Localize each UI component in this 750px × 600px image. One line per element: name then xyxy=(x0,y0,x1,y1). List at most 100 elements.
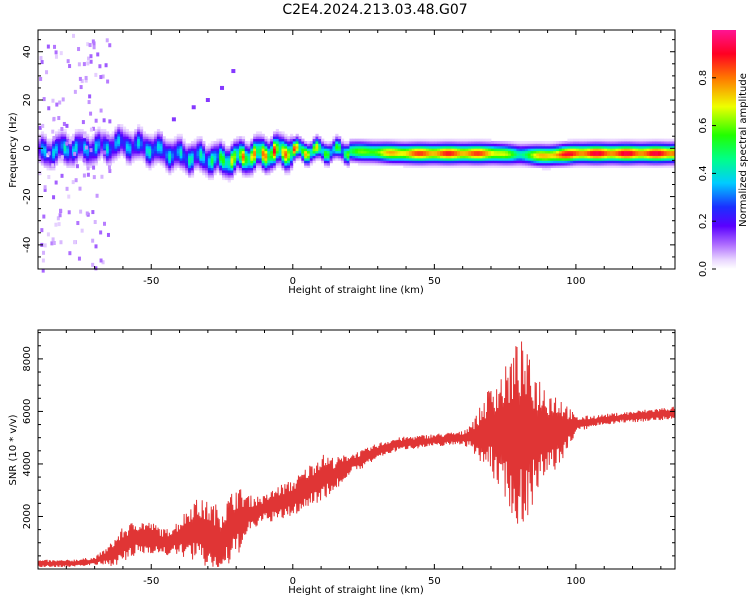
heatmap-cell xyxy=(663,162,667,166)
heatmap-cell xyxy=(253,165,257,168)
heatmap-cell xyxy=(425,155,430,159)
heatmap-cell xyxy=(284,143,288,147)
heatmap-cell xyxy=(380,150,384,154)
heatmap-cell xyxy=(148,155,152,159)
heatmap-cell xyxy=(646,141,650,144)
heatmap-cell xyxy=(536,141,540,144)
heatmap-cell xyxy=(457,145,461,149)
heatmap-cell xyxy=(233,165,237,168)
heatmap-cell xyxy=(190,165,195,168)
heatmap-cell xyxy=(207,170,212,173)
heatmap-cell xyxy=(414,138,418,142)
heatmap-cell xyxy=(496,160,500,164)
heatmap-cell xyxy=(247,174,251,178)
heatmap-cell xyxy=(465,160,469,164)
heatmap-cell xyxy=(612,153,616,156)
heatmap-cell xyxy=(168,165,172,168)
heatmap-cell xyxy=(298,143,302,147)
heatmap-cell xyxy=(417,138,421,142)
heatmap-cell xyxy=(236,148,240,152)
heatmap-cell xyxy=(261,136,265,140)
heatmap-cell xyxy=(128,155,132,159)
heatmap-cell xyxy=(89,111,93,116)
heatmap-cell xyxy=(652,141,656,144)
heatmap-cell xyxy=(193,141,197,144)
heatmap-cell xyxy=(54,150,59,154)
heatmap-cell xyxy=(80,138,84,142)
heatmap-cell xyxy=(493,165,498,168)
heatmap-cell xyxy=(253,141,257,144)
heatmap-cell xyxy=(590,162,594,166)
heatmap-cell xyxy=(457,160,461,164)
heatmap-cell xyxy=(420,162,424,166)
heatmap-cell xyxy=(587,143,591,147)
heatmap-cell xyxy=(40,160,45,164)
heatmap-cell xyxy=(646,138,650,142)
heatmap-cell xyxy=(558,141,563,144)
heatmap-cell xyxy=(43,157,47,161)
heatmap-cell xyxy=(397,138,401,142)
heatmap-cell xyxy=(406,153,410,156)
heatmap-cell xyxy=(190,174,195,178)
heatmap-cell xyxy=(575,143,580,147)
heatmap-cell xyxy=(103,150,107,155)
heatmap-cell xyxy=(281,160,285,164)
heatmap-cell xyxy=(507,155,512,159)
heatmap-cell xyxy=(239,145,243,149)
heatmap-cell xyxy=(256,167,260,171)
heatmap-cell xyxy=(646,162,650,166)
heatmap-cell xyxy=(476,155,481,159)
heatmap-cell xyxy=(179,133,183,137)
heatmap-cell xyxy=(244,165,248,168)
heatmap-cell xyxy=(117,141,121,144)
heatmap-cell xyxy=(105,162,110,166)
heatmap-cell xyxy=(363,145,367,149)
heatmap-cell xyxy=(482,157,486,161)
heatmap-cell xyxy=(349,153,353,156)
heatmap-cell xyxy=(539,165,543,168)
heatmap-cell xyxy=(244,145,248,149)
heatmap-cell xyxy=(340,145,345,149)
heatmap-cell xyxy=(604,150,608,154)
heatmap-cell xyxy=(649,138,653,142)
heatmap-cell xyxy=(156,136,161,140)
heatmap-cell xyxy=(403,148,407,152)
heatmap-cell xyxy=(318,155,322,159)
heatmap-cell xyxy=(40,150,45,154)
heatmap-cell xyxy=(219,141,223,144)
heatmap-cell xyxy=(105,133,110,137)
heatmap-cell xyxy=(168,172,172,176)
heatmap-cell xyxy=(188,145,192,149)
heatmap-cell xyxy=(626,150,631,154)
heatmap-cell xyxy=(505,150,509,154)
heatmap-cell xyxy=(253,153,257,156)
heatmap-cell xyxy=(643,165,648,168)
heatmap-cell xyxy=(646,145,650,149)
heatmap-cell xyxy=(46,145,50,149)
heatmap-cell xyxy=(440,162,444,166)
heatmap-cell xyxy=(343,160,347,164)
heatmap-cell xyxy=(66,153,70,156)
heatmap-cell xyxy=(335,143,339,147)
heatmap-cell xyxy=(134,141,138,144)
heatmap-cell xyxy=(533,165,537,168)
heatmap-cell xyxy=(190,145,195,149)
heatmap-cell xyxy=(522,162,526,166)
heatmap-cell xyxy=(145,157,149,161)
heatmap-cell xyxy=(267,145,271,149)
heatmap-cell xyxy=(434,162,438,166)
heatmap-cell xyxy=(61,97,65,102)
heatmap-cell xyxy=(366,145,370,149)
heatmap-cell xyxy=(205,155,209,159)
heatmap-cell xyxy=(389,155,393,159)
heatmap-cell xyxy=(598,153,602,156)
heatmap-cell xyxy=(431,148,435,152)
heatmap-cell xyxy=(318,148,322,152)
heatmap-cell xyxy=(272,162,277,166)
heatmap-cell xyxy=(669,157,673,161)
heatmap-cell xyxy=(360,148,364,152)
heatmap-cell xyxy=(111,160,115,164)
heatmap-cell xyxy=(332,145,336,149)
heatmap-cell xyxy=(253,148,257,152)
heatmap-cell xyxy=(584,145,588,149)
